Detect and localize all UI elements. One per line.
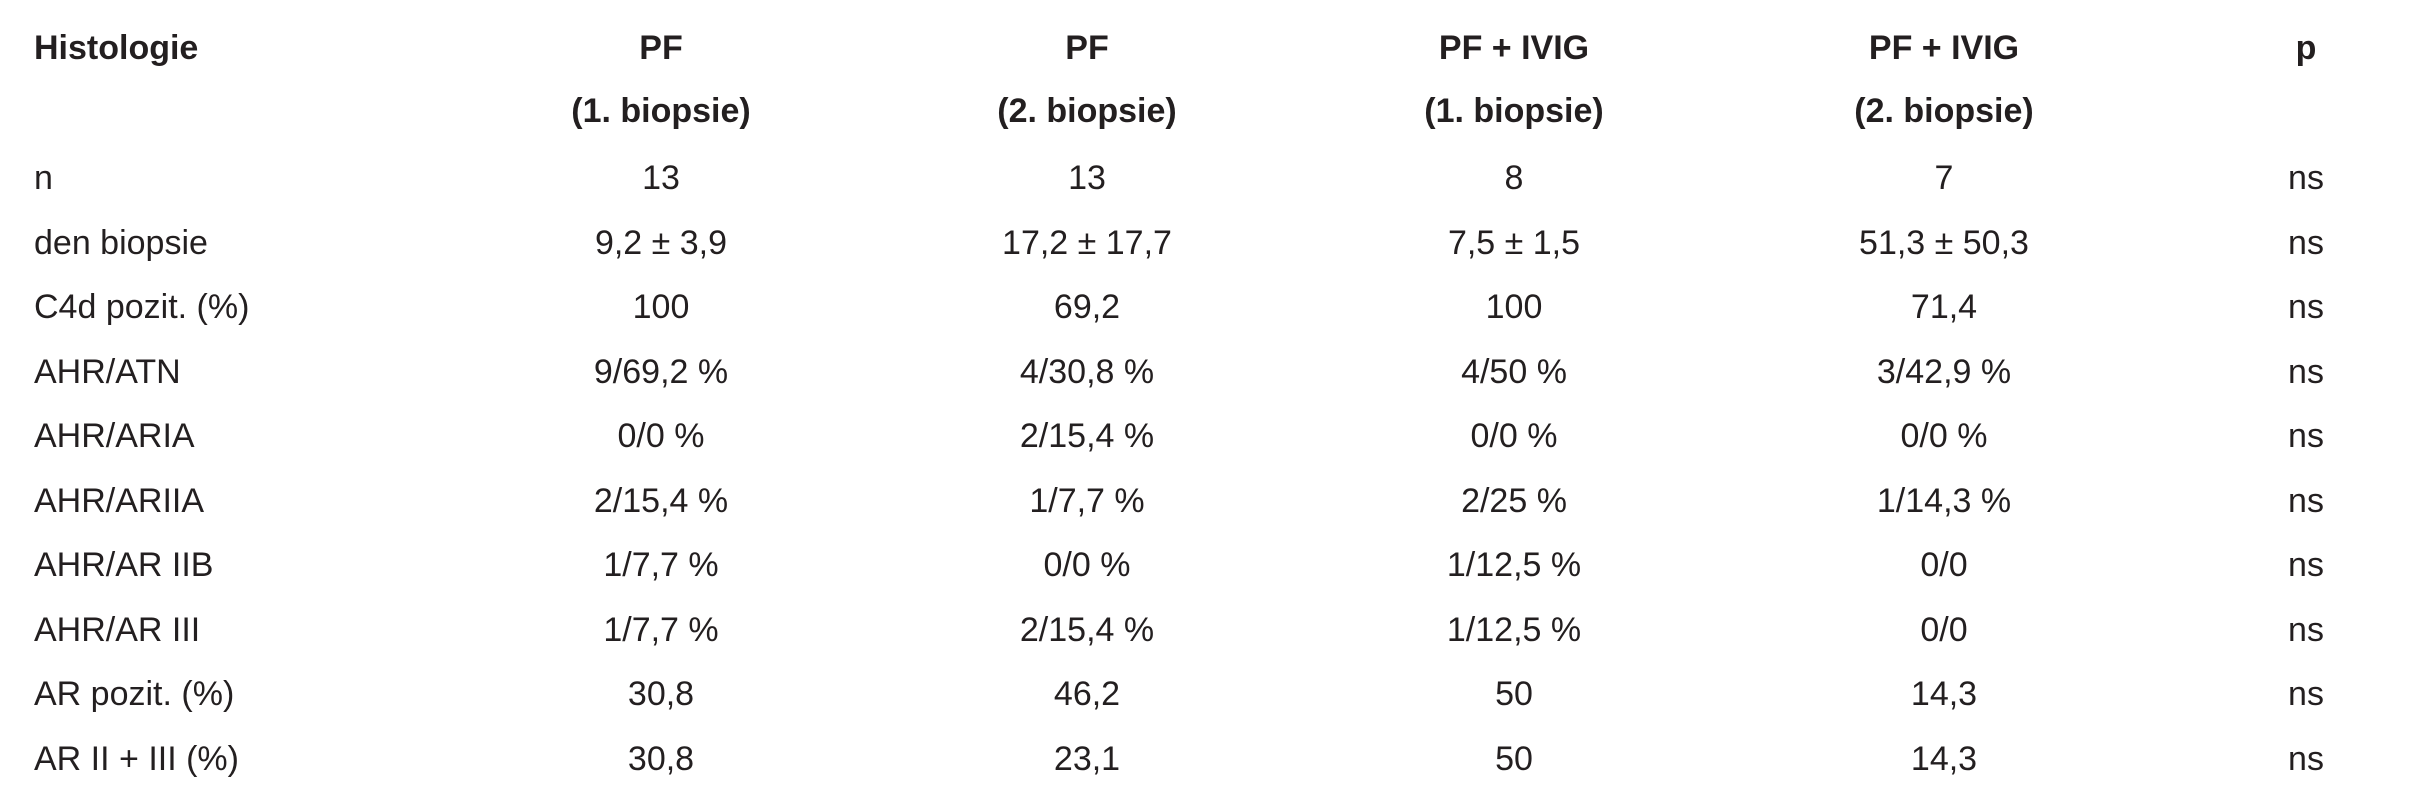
data-cell: ns bbox=[2288, 417, 2324, 455]
data-cell: ns bbox=[2288, 352, 2324, 391]
data-cell: 0/0 % bbox=[1900, 417, 1988, 455]
header-cell: PF + IVIG bbox=[1438, 29, 1590, 67]
row-label: AHR/ARIIA bbox=[34, 481, 205, 520]
header-cell: PF + IVIG bbox=[1868, 29, 2020, 67]
data-cell: 9,2 ± 3,9 bbox=[594, 223, 728, 262]
data-cell: 14,3 bbox=[1910, 675, 1978, 713]
data-cell: 0/0 bbox=[1920, 610, 1968, 649]
data-cell: 1/7,7 % bbox=[603, 546, 719, 584]
data-cell: 23,1 bbox=[1053, 739, 1121, 778]
data-cell: 13 bbox=[1068, 159, 1106, 197]
data-cell: 17,2 ± 17,7 bbox=[1002, 223, 1172, 262]
data-cell: 0/0 % bbox=[1043, 546, 1131, 584]
data-cell: 7 bbox=[1934, 159, 1954, 197]
data-cell: 71,4 bbox=[1910, 288, 1978, 326]
data-cell: 8 bbox=[1504, 159, 1524, 197]
data-cell: 2/15,4 % bbox=[593, 481, 729, 520]
data-cell: 100 bbox=[632, 288, 690, 326]
row-label: AHR/ARIA bbox=[34, 417, 195, 455]
data-cell: 1/12,5 % bbox=[1446, 610, 1582, 649]
data-cell: 51,3 ± 50,3 bbox=[1859, 223, 2029, 262]
row-label: C4d pozit. (%) bbox=[34, 288, 250, 326]
header-cell: Histologie bbox=[34, 29, 199, 67]
data-cell: 3/42,9 % bbox=[1876, 352, 2012, 391]
header-cell: (2. biopsie) bbox=[1854, 92, 2034, 130]
data-cell: 0/0 % bbox=[1470, 417, 1558, 455]
data-cell: 2/15,4 % bbox=[1019, 610, 1155, 649]
data-cell: 30,8 bbox=[627, 739, 695, 778]
data-cell: 0/0 % bbox=[617, 417, 705, 455]
data-cell: 46,2 bbox=[1053, 675, 1121, 713]
data-cell: 1/12,5 % bbox=[1446, 546, 1582, 584]
header-cell: (1. biopsie) bbox=[571, 92, 751, 130]
data-cell: ns bbox=[2288, 739, 2324, 778]
row-label: AR pozit. (%) bbox=[34, 675, 235, 713]
data-cell: 13 bbox=[642, 159, 680, 197]
row-label: AHR/AR IIB bbox=[34, 546, 214, 584]
data-cell: 4/50 % bbox=[1461, 352, 1567, 391]
header-cell: p bbox=[2295, 29, 2317, 67]
data-cell: 30,8 bbox=[627, 675, 695, 713]
data-cell: 7,5 ± 1,5 bbox=[1447, 223, 1581, 262]
data-cell: 4/30,8 % bbox=[1019, 352, 1155, 391]
data-cell: 14,3 bbox=[1910, 739, 1978, 778]
data-cell: 50 bbox=[1495, 739, 1533, 778]
data-cell: ns bbox=[2288, 610, 2324, 649]
data-cell: ns bbox=[2288, 288, 2324, 326]
header-cell: PF bbox=[1065, 29, 1109, 67]
header-cell: (1. biopsie) bbox=[1424, 92, 1604, 130]
data-cell: 1/7,7 % bbox=[603, 610, 719, 649]
data-cell: ns bbox=[2288, 223, 2324, 262]
data-cell: 2/25 % bbox=[1461, 481, 1567, 520]
data-cell: 50 bbox=[1495, 675, 1533, 713]
data-cell: 0/0 bbox=[1920, 546, 1968, 584]
row-label: den biopsie bbox=[34, 223, 208, 262]
data-cell: 69,2 bbox=[1053, 288, 1121, 326]
data-cell: 9/69,2 % bbox=[593, 352, 729, 391]
row-label: n bbox=[34, 159, 53, 197]
data-cell: 1/7,7 % bbox=[1029, 481, 1145, 520]
data-cell: ns bbox=[2288, 675, 2324, 713]
data-cell: ns bbox=[2288, 546, 2324, 584]
data-cell: ns bbox=[2288, 481, 2324, 520]
row-label: AHR/ATN bbox=[34, 352, 181, 391]
row-label: AHR/AR III bbox=[34, 610, 201, 649]
row-label: AR II + III (%) bbox=[34, 739, 239, 778]
data-cell: 2/15,4 % bbox=[1019, 417, 1155, 455]
header-cell: (2. biopsie) bbox=[997, 92, 1177, 130]
data-cell: 100 bbox=[1485, 288, 1543, 326]
data-cell: ns bbox=[2288, 159, 2324, 197]
data-cell: 1/14,3 % bbox=[1876, 481, 2012, 520]
header-cell: PF bbox=[639, 29, 683, 67]
